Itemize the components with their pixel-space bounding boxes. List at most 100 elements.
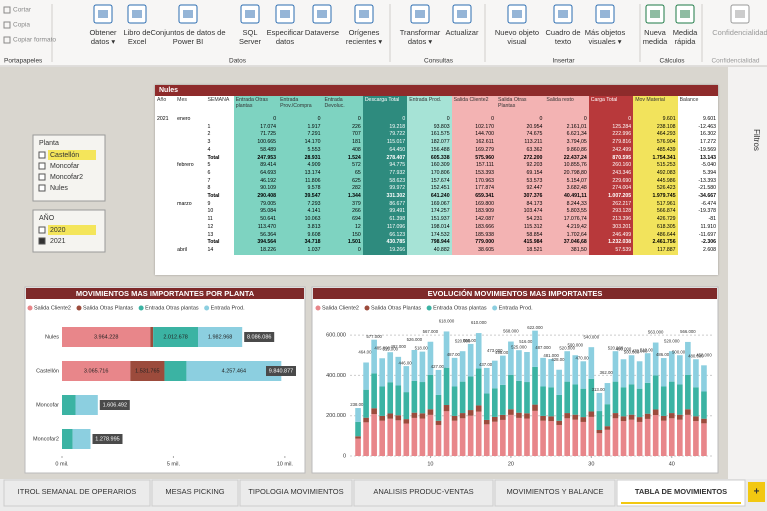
slicer-item[interactable]: 2021 — [50, 238, 66, 245]
bar-segment — [62, 361, 131, 381]
visual-title: EVOLUCIÓN MOVIMIENTOS MAS IMPORTANTES — [428, 289, 603, 298]
table-cell: 515.253 — [633, 162, 678, 170]
button-label[interactable]: rápida — [675, 37, 697, 46]
page-tab[interactable] — [239, 479, 353, 507]
slicer-item[interactable]: Castellón — [50, 152, 79, 159]
bar-segment — [548, 416, 554, 422]
table-cell: 16.302 — [677, 131, 718, 140]
table-cell: Total — [205, 193, 234, 201]
total-label: 487.000 — [535, 345, 551, 350]
bar-segment — [186, 361, 282, 381]
table-cell: 64.450 — [362, 146, 408, 155]
button-label[interactable]: datos — [276, 37, 295, 46]
bar-segment — [652, 409, 659, 416]
bar-segment — [395, 420, 402, 456]
legend-label: Entrada Otras plantas — [145, 305, 199, 311]
table-row: 7 46.192 11.806 625 58.623 157.674 170.963 53.5… — [155, 177, 718, 186]
slicer-checkbox[interactable] — [38, 173, 46, 181]
bar-segment — [411, 417, 418, 456]
button-label[interactable]: Transformar — [400, 28, 441, 37]
add-tab-label[interactable]: + — [754, 487, 760, 498]
button-label[interactable]: Más objetos — [585, 28, 626, 37]
button-label[interactable]: Excel — [128, 37, 147, 46]
bar-segment — [636, 388, 643, 418]
button-label[interactable]: Medida — [673, 28, 698, 37]
table-row: Total 247.953 28.931 1.524 278.407 605.338 575… — [155, 154, 718, 163]
button-label[interactable]: Obtener — [89, 28, 117, 37]
page-tab-label[interactable]: MOVIMIENTOS Y BALANCE — [506, 487, 603, 496]
table-cell: 4.909 — [278, 162, 323, 170]
table-cell: 162.611 — [451, 139, 496, 147]
button-label[interactable]: SQL — [242, 28, 257, 37]
button-label[interactable]: Copiar formato — [13, 37, 56, 44]
button-icon-accent — [457, 10, 467, 18]
button-label[interactable]: Cortar — [13, 7, 32, 14]
button-label[interactable]: Power BI — [173, 37, 203, 46]
table-cell: 174.532 — [407, 231, 452, 240]
slicer-item[interactable]: Moncofar2 — [50, 174, 83, 181]
button-label[interactable]: Confidencialidad — [712, 28, 767, 37]
bar-segment — [572, 384, 579, 415]
button-label[interactable]: datos ▾ — [91, 37, 115, 46]
bar-segment — [540, 420, 546, 456]
button-label[interactable]: Actualizar — [446, 28, 479, 37]
button-label[interactable]: Server — [239, 37, 262, 46]
button-label[interactable]: Libro de — [123, 28, 150, 37]
slicer-checkbox[interactable] — [38, 237, 46, 245]
bar-segment — [62, 327, 151, 347]
button-label[interactable]: datos ▾ — [408, 37, 432, 46]
page-tab[interactable] — [3, 479, 151, 507]
slicer-item[interactable]: Nules — [50, 185, 68, 192]
slicer-checkbox[interactable] — [38, 184, 46, 192]
bar-segment — [371, 339, 377, 374]
column-header: Entrada Devoluc. — [322, 96, 363, 116]
bar-segment — [483, 424, 490, 456]
table-cell: 66.123 — [362, 231, 408, 240]
table-cell: 3.682,48 — [544, 185, 589, 194]
slicer-item[interactable]: Moncofar — [50, 163, 80, 170]
slicer-checkbox[interactable] — [38, 226, 46, 234]
button-label[interactable]: Nuevo objeto — [495, 28, 539, 37]
page-tab[interactable] — [494, 479, 616, 507]
button-label[interactable]: Dataverse — [305, 28, 339, 37]
total-label: 520.000 — [559, 345, 575, 350]
button-label[interactable]: Cuadro de — [545, 28, 580, 37]
button-label[interactable]: recientes ▾ — [346, 37, 383, 46]
button-label[interactable]: visuales ▾ — [589, 37, 622, 46]
table-cell — [175, 208, 206, 217]
bar-segment — [660, 358, 667, 387]
slicer-checkbox[interactable] — [38, 151, 46, 159]
data-label: 3.065.716 — [84, 368, 108, 374]
button-label[interactable]: visual — [507, 37, 527, 46]
table-cell — [175, 216, 206, 224]
add-tab[interactable] — [748, 482, 765, 502]
bar-segment — [475, 411, 482, 456]
total-label-bg — [266, 366, 296, 376]
table-cell — [155, 139, 176, 147]
page-tab[interactable] — [151, 479, 239, 507]
bar-segment — [379, 415, 385, 421]
button-label[interactable]: texto — [555, 37, 571, 46]
bar-segment — [355, 436, 361, 439]
page-tab-label[interactable]: ANALISIS PRODUC-VENTAS — [373, 487, 473, 496]
bar-segment — [475, 405, 482, 412]
button-label[interactable]: Nueva — [644, 28, 667, 37]
page-tab-label[interactable]: TIPOLOGIA MOVIMIENTOS — [248, 487, 343, 496]
button-label[interactable]: Especificar — [267, 28, 304, 37]
button-label[interactable]: Copia — [13, 22, 30, 29]
page-tab[interactable] — [616, 479, 746, 507]
button-label[interactable]: Orígenes — [349, 28, 380, 37]
bar-segment — [443, 367, 450, 406]
bar-segment — [419, 418, 426, 456]
slicer-item[interactable]: 2020 — [50, 227, 66, 234]
page-tab-label[interactable]: MESAS PICKING — [165, 487, 224, 496]
page-tab[interactable] — [353, 479, 494, 507]
bar-segment — [130, 361, 165, 381]
button-label[interactable]: Conjuntos de datos de — [150, 28, 225, 37]
slicer-checkbox[interactable] — [38, 162, 46, 170]
page-tab-label[interactable]: TABLA DE MOVIMIENTOS — [635, 487, 727, 496]
button-icon-accent — [132, 10, 142, 18]
bar-segment — [604, 429, 611, 456]
page-tab-label[interactable]: ITROL SEMANAL DE OPERARIOS — [18, 487, 137, 496]
button-label[interactable]: medida — [643, 37, 668, 46]
